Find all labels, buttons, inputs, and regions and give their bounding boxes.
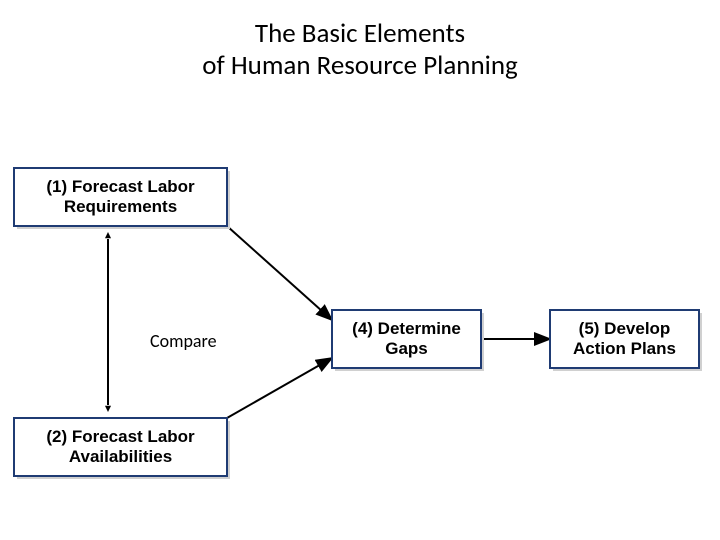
- label-compare-text: Compare: [150, 330, 217, 352]
- node-forecast-requirements: (1) Forecast Labor Requirements: [14, 168, 227, 226]
- diagram-stage: The Basic Elements of Human Resource Pla…: [0, 0, 720, 540]
- node-develop-action-plans: (5) Develop Action Plans: [550, 310, 699, 368]
- node-1-line2: Requirements: [64, 197, 177, 216]
- node-4-line2: Gaps: [385, 339, 428, 358]
- node-4-line1: (4) Determine: [352, 319, 461, 338]
- node-5-line2: Action Plans: [573, 339, 676, 358]
- title-line-2: of Human Resource Planning: [202, 49, 518, 82]
- page-title: The Basic Elements of Human Resource Pla…: [0, 18, 720, 82]
- node-determine-gaps: (4) Determine Gaps: [332, 310, 481, 368]
- node-2-line2: Availabilities: [69, 447, 172, 466]
- label-compare: Compare: [150, 330, 217, 352]
- node-forecast-availabilities: (2) Forecast Labor Availabilities: [14, 418, 227, 476]
- title-line-1: The Basic Elements: [255, 17, 465, 50]
- node-1-line1: (1) Forecast Labor: [46, 177, 194, 196]
- node-5-line1: (5) Develop: [579, 319, 671, 338]
- node-2-line1: (2) Forecast Labor: [46, 427, 194, 446]
